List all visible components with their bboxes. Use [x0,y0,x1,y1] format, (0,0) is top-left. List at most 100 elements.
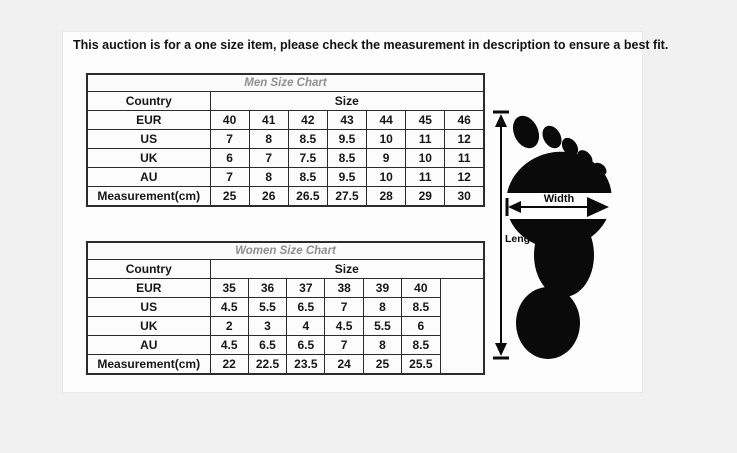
size-value-cell: 8.5 [326,148,368,168]
size-table-row: EUR 40 41 42 43 44 45 46 [86,110,485,130]
empty-cell [439,278,485,375]
row-label: Measurement(cm) [86,186,211,207]
length-label: Length [505,233,540,245]
size-value-cell: 30 [444,186,485,207]
men-chart-title: Men Size Chart [86,73,485,92]
width-arrow [505,197,609,217]
size-table-row: UK 6 7 7.5 8.5 9 10 11 [86,148,485,168]
size-value-cell: 8 [248,167,289,187]
size-value-cell: 7 [209,129,250,149]
country-header-cell: Country [86,259,211,279]
size-value-cell: 27.5 [326,186,368,207]
size-value-cell: 4.5 [209,297,249,317]
size-value-cell: 8.5 [287,129,328,149]
size-value-cell: 9 [366,148,407,168]
size-value-cell: 42 [287,110,328,130]
country-header-cell: Country [86,91,211,111]
size-value-cell: 6.5 [286,297,326,317]
size-value-cell: 26.5 [287,186,328,207]
size-value-cell: 26 [248,186,289,207]
size-value-cell: 6.5 [286,335,326,355]
women-chart-title: Women Size Chart [86,241,485,260]
size-value-cell: 8.5 [287,167,328,187]
size-table-row: EUR 35 36 37 38 39 40 [86,278,485,375]
size-value-cell: 4.5 [209,335,249,355]
size-value-cell: 4 [286,316,326,336]
women-size-chart-table: Women Size Chart Country Size EUR 35 36 37 3… [86,241,485,375]
men-chart-header-row: Country Size [86,91,485,111]
size-value-cell: 9.5 [326,129,368,149]
row-label: UK [86,316,211,336]
size-value-cell: 8 [362,335,403,355]
size-value-cell: 45 [405,110,446,130]
size-value-cell: 7 [209,167,250,187]
size-value-cell: 37 [286,278,326,298]
size-value-cell: 6.5 [247,335,288,355]
size-value-cell: 12 [444,167,485,187]
auction-notice-text: This auction is for a one size item, ple… [73,38,669,52]
men-size-chart-table: Men Size Chart Country Size EUR 40 41 42 43 4… [86,73,485,207]
size-value-cell: 5.5 [362,316,403,336]
size-value-cell: 39 [362,278,403,298]
size-value-cell: 8.5 [401,297,441,317]
size-value-cell: 11 [405,167,446,187]
foot-measurement-diagram: Width Length [481,95,676,385]
row-label: Measurement(cm) [86,354,211,375]
size-value-cell: 40 [401,278,441,298]
women-chart-header-row: Country Size [86,259,485,279]
size-value-cell: 41 [248,110,289,130]
size-value-cell: 6 [401,316,441,336]
size-value-cell: 10 [366,129,407,149]
size-table-row: AU 7 8 8.5 9.5 10 11 12 [86,167,485,187]
size-table-row: UK 2 3 4 4.5 5.5 6 [86,316,484,336]
row-label: US [86,129,211,149]
size-value-cell: 43 [326,110,368,130]
size-value-cell: 35 [209,278,249,298]
row-label: AU [86,167,211,187]
size-table-row: US 7 8 8.5 9.5 10 11 12 [86,129,485,149]
size-value-cell: 5.5 [247,297,288,317]
row-label: UK [86,148,211,168]
men-chart-title-row: Men Size Chart [86,73,485,92]
size-table-row: Measurement(cm) 22 22.5 23.5 24 25 25.5 [86,354,484,375]
size-value-cell: 38 [324,278,364,298]
size-value-cell: 22 [209,354,249,375]
size-value-cell: 25 [209,186,250,207]
size-table-row: AU 4.5 6.5 6.5 7 8 8.5 [86,335,484,355]
size-value-cell: 7.5 [287,148,328,168]
size-value-cell: 11 [444,148,485,168]
size-value-cell: 40 [209,110,250,130]
size-value-cell: 9.5 [326,167,368,187]
size-value-cell: 11 [405,129,446,149]
size-value-cell: 8 [248,129,289,149]
size-value-cell: 25.5 [401,354,441,375]
size-value-cell: 8.5 [401,335,441,355]
size-value-cell: 4.5 [324,316,364,336]
footprint-diagram-svg: Width Length [493,110,625,360]
size-value-cell: 3 [247,316,288,336]
size-guide-panel: This auction is for a one size item, ple… [62,31,669,393]
size-value-cell: 25 [362,354,403,375]
size-value-cell: 7 [248,148,289,168]
size-value-cell: 7 [324,297,364,317]
footprint-shape [506,115,612,359]
size-value-cell: 36 [247,278,288,298]
row-label: EUR [86,278,211,298]
width-label: Width [544,193,575,205]
size-value-cell: 28 [366,186,407,207]
row-label: AU [86,335,211,355]
row-label: US [86,297,211,317]
size-value-cell: 24 [324,354,364,375]
size-header-cell: Size [209,259,485,279]
size-value-cell: 29 [405,186,446,207]
size-value-cell: 46 [444,110,485,130]
size-value-cell: 8 [362,297,403,317]
length-arrow [493,110,509,360]
size-value-cell: 7 [324,335,364,355]
size-table-row: Measurement(cm) 25 26 26.5 27.5 28 29 30 [86,186,485,207]
size-value-cell: 10 [366,167,407,187]
size-header-cell: Size [209,91,485,111]
size-value-cell: 12 [444,129,485,149]
size-value-cell: 6 [209,148,250,168]
